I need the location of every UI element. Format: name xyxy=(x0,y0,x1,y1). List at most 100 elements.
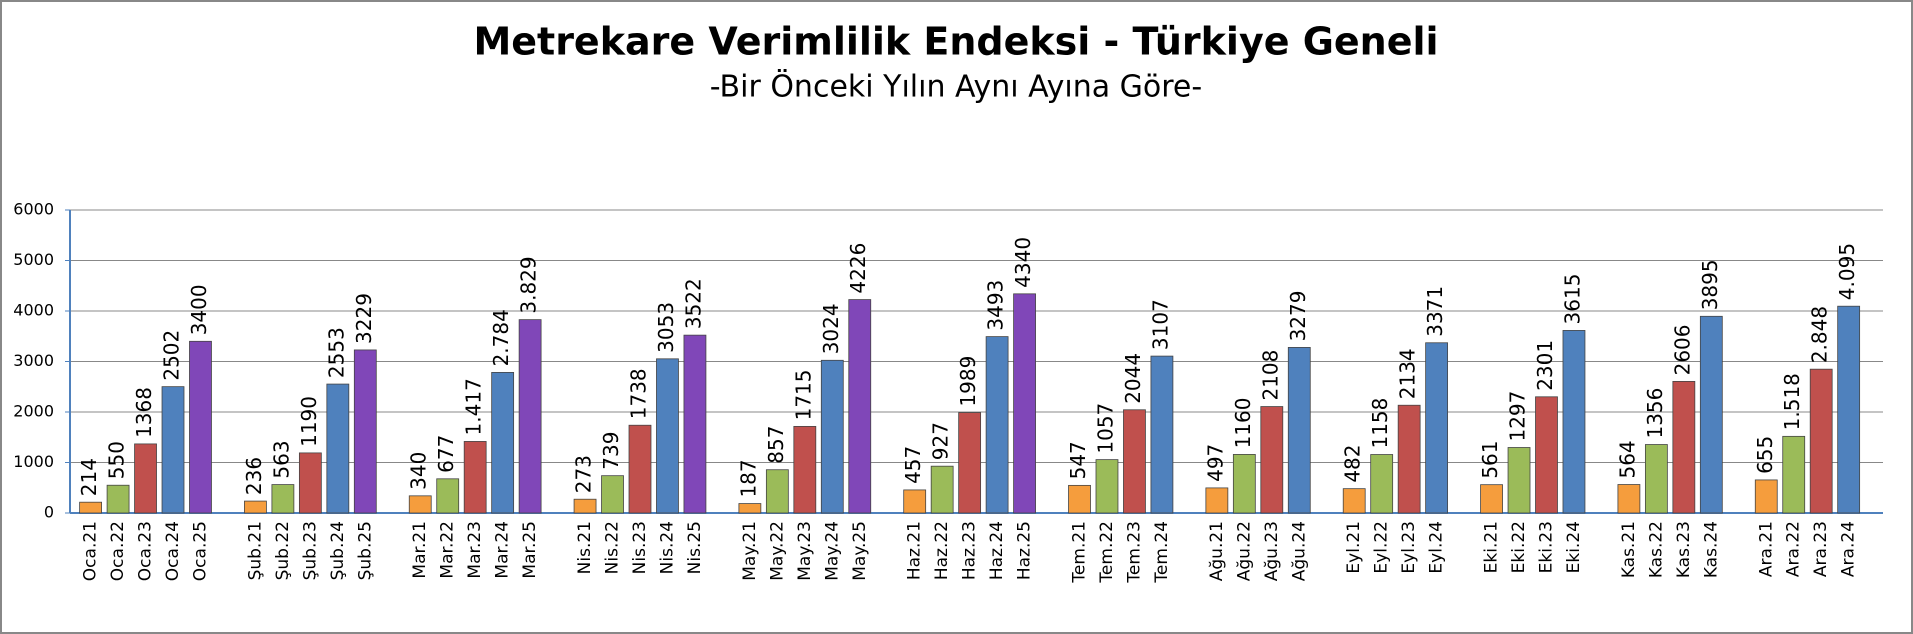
bar xyxy=(958,412,982,514)
value-label: 4226 xyxy=(846,243,870,294)
bar xyxy=(1644,444,1668,514)
bar xyxy=(1095,459,1119,514)
bar xyxy=(106,484,130,514)
x-tick-label: Haz.21 xyxy=(905,521,925,580)
x-tick-label: Şub.24 xyxy=(328,521,348,580)
x-tick-label: Haz.25 xyxy=(1015,521,1035,580)
bar xyxy=(298,452,322,514)
x-tick-label: Eki.21 xyxy=(1482,521,1502,573)
value-label: 3053 xyxy=(654,302,678,353)
x-tick-label: Ara.21 xyxy=(1756,521,1776,577)
bar xyxy=(985,336,1009,514)
value-label: 2.848 xyxy=(1808,306,1832,363)
value-label: 3.829 xyxy=(517,256,541,313)
x-tick-label: Ağu.22 xyxy=(1234,521,1254,581)
x-tick-label: Ara.22 xyxy=(1784,521,1804,577)
value-label: 273 xyxy=(572,455,596,493)
x-tick-label: Tem.22 xyxy=(1097,521,1117,584)
x-tick-label: Nis.21 xyxy=(575,521,595,574)
value-label: 236 xyxy=(242,457,266,495)
bar xyxy=(1754,479,1778,514)
value-label: 1.417 xyxy=(462,378,486,435)
value-label: 340 xyxy=(407,452,431,490)
bar xyxy=(271,484,295,514)
value-label: 2502 xyxy=(160,330,184,381)
x-tick-label: Oca.25 xyxy=(190,521,210,581)
value-label: 563 xyxy=(269,440,293,478)
bar xyxy=(491,372,515,514)
bar xyxy=(161,386,185,514)
bar xyxy=(1617,484,1641,514)
y-tick-label: 6000 xyxy=(13,200,54,219)
x-tick-label: Şub.23 xyxy=(300,521,320,580)
value-label: 1160 xyxy=(1231,398,1255,449)
x-tick-label: Mar.24 xyxy=(493,521,513,579)
x-tick-label: Ara.23 xyxy=(1811,521,1831,577)
x-tick-label: Oca.23 xyxy=(136,521,156,581)
bar xyxy=(1013,293,1036,514)
x-tick-label: Nis.25 xyxy=(685,521,705,574)
x-tick-label: Ağu.24 xyxy=(1289,521,1309,581)
x-tick-label: May.21 xyxy=(740,521,760,581)
bar xyxy=(134,443,157,514)
value-label: 3615 xyxy=(1560,274,1584,325)
bar xyxy=(656,358,679,514)
bar xyxy=(1397,404,1421,514)
value-label: 550 xyxy=(105,441,129,479)
x-tick-label: Nis.24 xyxy=(657,521,677,574)
value-label: 3107 xyxy=(1148,299,1172,350)
bar xyxy=(1150,355,1174,514)
x-tick-label: Haz.22 xyxy=(932,521,952,580)
value-label: 1989 xyxy=(956,356,980,407)
value-label: 547 xyxy=(1066,441,1090,479)
bar xyxy=(820,359,844,514)
x-tick-label: Haz.23 xyxy=(960,521,980,580)
x-tick-label: Ağu.23 xyxy=(1262,521,1282,581)
x-tick-label: Eyl.21 xyxy=(1344,521,1364,574)
value-label: 564 xyxy=(1615,440,1639,478)
value-label: 927 xyxy=(929,422,953,460)
x-tick-label: Kas.24 xyxy=(1701,521,1721,578)
bar xyxy=(628,424,652,514)
value-label: 1715 xyxy=(791,369,815,420)
bar xyxy=(601,475,624,514)
value-label: 1158 xyxy=(1368,398,1392,449)
bar xyxy=(1535,396,1558,514)
bar xyxy=(1068,484,1091,514)
value-label: 2044 xyxy=(1121,353,1145,404)
bar xyxy=(436,478,460,514)
value-label: 187 xyxy=(736,459,760,497)
x-tick-label: Mar.23 xyxy=(465,521,485,579)
value-label: 677 xyxy=(434,435,458,473)
value-label: 2108 xyxy=(1258,350,1282,401)
value-label: 4340 xyxy=(1011,237,1035,288)
x-tick-label: Nis.23 xyxy=(630,521,650,574)
x-tick-label: May.23 xyxy=(795,521,815,581)
value-label: 482 xyxy=(1341,444,1365,482)
y-tick-label: 0 xyxy=(44,503,54,522)
value-label: 2301 xyxy=(1533,340,1557,391)
value-label: 2553 xyxy=(324,327,348,378)
bar xyxy=(930,465,954,514)
x-tick-label: Eki.24 xyxy=(1564,521,1584,573)
value-label: 497 xyxy=(1203,444,1227,482)
bar xyxy=(793,425,817,514)
bar xyxy=(1232,454,1256,514)
bar xyxy=(463,441,487,514)
bar xyxy=(1809,368,1833,514)
x-tick-label: Şub.21 xyxy=(245,521,265,580)
value-label: 1738 xyxy=(626,368,650,419)
x-tick-label: Tem.24 xyxy=(1152,521,1172,584)
x-tick-label: Ağu.21 xyxy=(1207,521,1227,581)
x-tick-label: Oca.24 xyxy=(163,521,183,581)
x-tick-label: Eyl.22 xyxy=(1372,521,1392,574)
x-tick-label: Mar.21 xyxy=(410,521,430,579)
value-label: 2134 xyxy=(1396,348,1420,399)
bar xyxy=(1672,380,1696,514)
bar xyxy=(573,498,597,514)
bar xyxy=(765,469,789,514)
x-tick-label: Mar.22 xyxy=(438,521,458,579)
bar xyxy=(1370,454,1394,514)
